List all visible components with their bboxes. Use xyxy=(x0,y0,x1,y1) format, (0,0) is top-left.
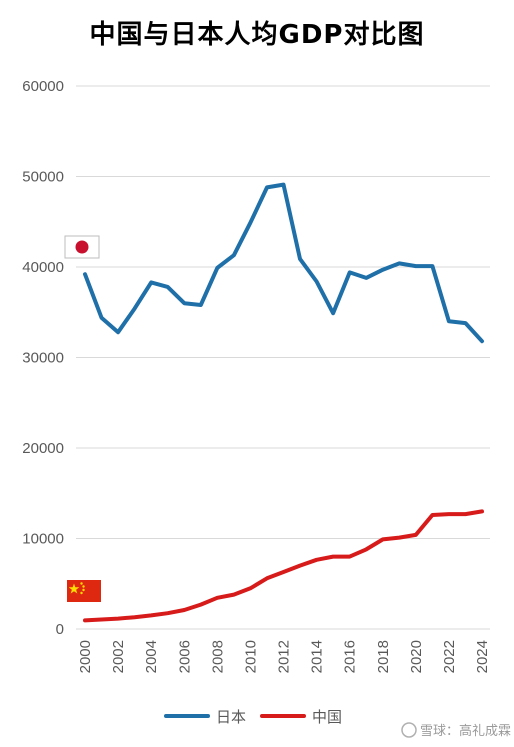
x-tick-label: 2008 xyxy=(209,640,226,673)
series-line-0 xyxy=(83,182,484,344)
watermark: 雪球：高礼成霖 xyxy=(401,722,511,739)
x-axis-ticks: 2000 2002 2004 2006 2008 2010 2012 2014 2016 2018… xyxy=(77,640,491,673)
x-tick-label: 2024 xyxy=(474,640,491,673)
y-tick-label: 0 xyxy=(56,621,64,638)
y-tick-label: 40000 xyxy=(22,259,64,276)
legend-label-china: 中国 xyxy=(312,708,342,726)
x-tick-label: 2012 xyxy=(276,640,293,673)
y-axis-ticks: 0 10000 20000 30000 40000 50000 60000 xyxy=(22,78,64,638)
x-tick-label: 2010 xyxy=(242,640,259,673)
series-lines xyxy=(83,182,484,623)
x-tick-label: 2018 xyxy=(375,640,392,673)
x-tick-label: 2020 xyxy=(408,640,425,673)
y-tick-label: 10000 xyxy=(22,531,64,548)
snowball-logo-icon xyxy=(401,722,417,738)
x-tick-label: 2002 xyxy=(110,640,127,673)
gridlines xyxy=(76,85,490,630)
y-tick-label: 60000 xyxy=(22,78,64,95)
legend-label-japan: 日本 xyxy=(216,708,246,726)
china-flag-icon xyxy=(67,580,101,602)
series-line-1 xyxy=(83,509,484,623)
y-tick-label: 30000 xyxy=(22,350,64,367)
watermark-text: 雪球：高礼成霖 xyxy=(420,723,511,739)
y-tick-label: 50000 xyxy=(22,169,64,186)
x-tick-label: 2000 xyxy=(77,640,94,673)
chart-title: 中国与日本人均GDP对比图 xyxy=(89,20,425,50)
y-tick-label: 20000 xyxy=(22,440,64,457)
legend: 日本 中国 xyxy=(164,708,342,726)
x-tick-label: 2016 xyxy=(342,640,359,673)
x-tick-label: 2006 xyxy=(176,640,193,673)
x-tick-label: 2022 xyxy=(441,640,458,673)
x-tick-label: 2004 xyxy=(143,640,160,673)
x-tick-label: 2014 xyxy=(309,640,326,673)
japan-flag-icon xyxy=(64,235,100,259)
